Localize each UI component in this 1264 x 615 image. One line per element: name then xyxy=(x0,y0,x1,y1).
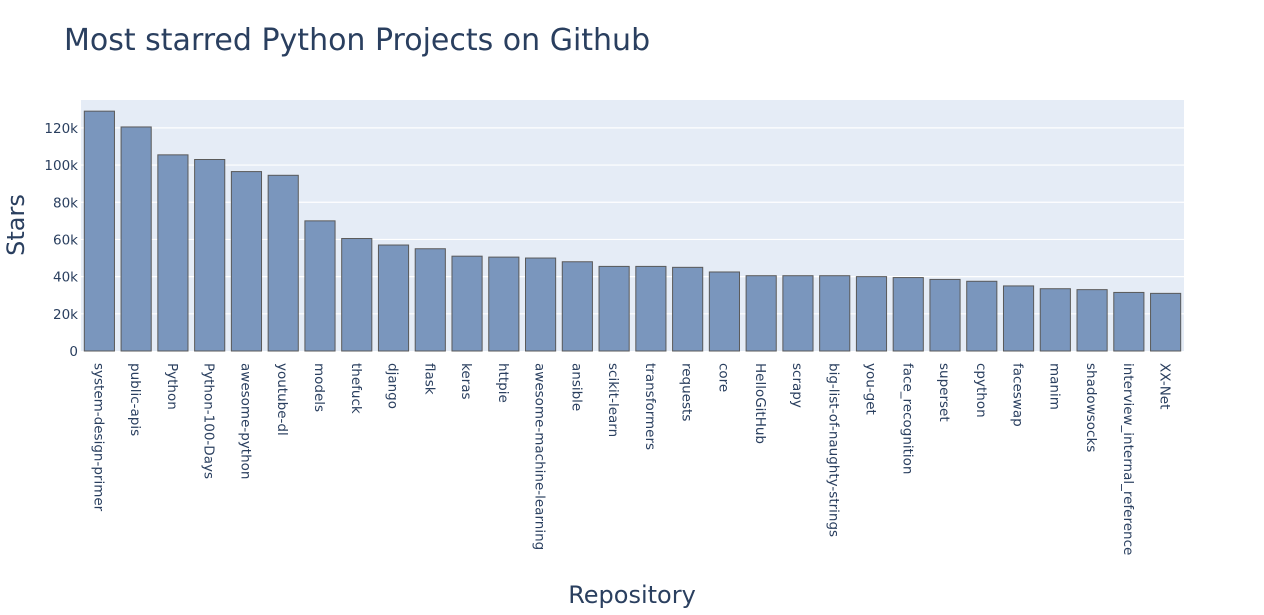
x-tick-label: interview_internal_reference xyxy=(1120,363,1136,555)
x-tick-label: HelloGitHub xyxy=(752,363,768,444)
x-tick-label: cpython xyxy=(973,363,989,418)
bar xyxy=(1002,285,1035,352)
x-tick-label: system-design-primer xyxy=(90,363,106,512)
y-axis-ticks: 0 20k 40k 60k 80k 100k 120k xyxy=(44,121,78,360)
x-tick-label: httpie xyxy=(495,363,511,403)
bar xyxy=(635,265,667,352)
bar xyxy=(708,271,740,352)
bar xyxy=(414,248,446,352)
y-tick-label: 100k xyxy=(44,158,78,174)
x-tick-label: shadowsocks xyxy=(1083,363,1099,452)
y-tick-label: 120k xyxy=(44,121,78,137)
x-tick-label: django xyxy=(385,363,401,409)
plot-area xyxy=(81,100,1184,351)
bars xyxy=(83,110,1182,352)
bar xyxy=(819,275,851,352)
bar xyxy=(745,275,777,352)
bar xyxy=(525,257,557,352)
gridlines xyxy=(81,127,1184,315)
y-tick-label: 80k xyxy=(53,195,78,211)
bar xyxy=(892,277,924,352)
bar xyxy=(855,276,888,352)
bar xyxy=(157,154,189,352)
bar xyxy=(561,261,593,352)
x-tick-label: Python-100-Days xyxy=(201,363,217,479)
bar xyxy=(267,174,299,352)
bar xyxy=(488,256,520,352)
x-tick-label: scikit-learn xyxy=(605,363,621,437)
x-tick-label: big-list-of-naughty-strings xyxy=(826,363,842,537)
x-tick-label: XX-Net xyxy=(1157,363,1173,409)
x-tick-label: models xyxy=(311,363,327,412)
x-tick-label: youtube-dl xyxy=(274,363,290,436)
x-tick-label: Python xyxy=(164,363,180,410)
bar xyxy=(782,275,814,352)
bar xyxy=(1039,288,1071,352)
x-tick-label: face_recognition xyxy=(899,363,915,474)
bar xyxy=(1113,291,1145,352)
x-tick-label: you-get xyxy=(862,363,878,415)
bar xyxy=(451,255,483,352)
x-tick-label: faceswap xyxy=(1010,363,1026,427)
bar xyxy=(230,171,263,352)
x-tick-label: core xyxy=(715,363,731,392)
bar xyxy=(304,220,336,352)
y-axis-title: Stars xyxy=(2,194,30,256)
y-tick-label: 60k xyxy=(53,232,78,248)
x-tick-label: public-apis xyxy=(127,363,143,436)
x-tick-label: scrapy xyxy=(789,363,805,408)
bar xyxy=(1150,292,1182,352)
bar xyxy=(929,278,961,352)
bar xyxy=(83,110,115,352)
x-tick-label: requests xyxy=(679,363,695,421)
x-tick-label: awesome-python xyxy=(237,363,253,479)
x-tick-label: manim xyxy=(1046,363,1062,410)
y-tick-label: 20k xyxy=(53,307,78,323)
x-tick-label: thefuck xyxy=(348,363,364,414)
bar xyxy=(194,158,226,352)
x-tick-label: superset xyxy=(936,363,952,422)
x-axis-ticks: system-design-primer public-apis Python Pyt… xyxy=(90,363,1172,555)
chart-title: Most starred Python Projects on Github xyxy=(64,23,650,58)
x-tick-label: transformers xyxy=(642,363,658,450)
bar xyxy=(598,265,630,352)
x-tick-label: flask xyxy=(421,363,437,395)
y-tick-label: 0 xyxy=(69,344,78,360)
bar xyxy=(341,238,373,352)
x-tick-label: ansible xyxy=(568,363,584,411)
x-axis-title: Repository xyxy=(568,581,696,609)
x-tick-label: keras xyxy=(458,363,474,400)
x-tick-label: awesome-machine-learning xyxy=(532,363,548,550)
bar xyxy=(966,280,998,352)
bar xyxy=(1076,289,1108,352)
bar xyxy=(120,126,152,352)
bar xyxy=(672,266,704,352)
bar xyxy=(377,244,410,352)
y-tick-label: 40k xyxy=(53,270,78,286)
